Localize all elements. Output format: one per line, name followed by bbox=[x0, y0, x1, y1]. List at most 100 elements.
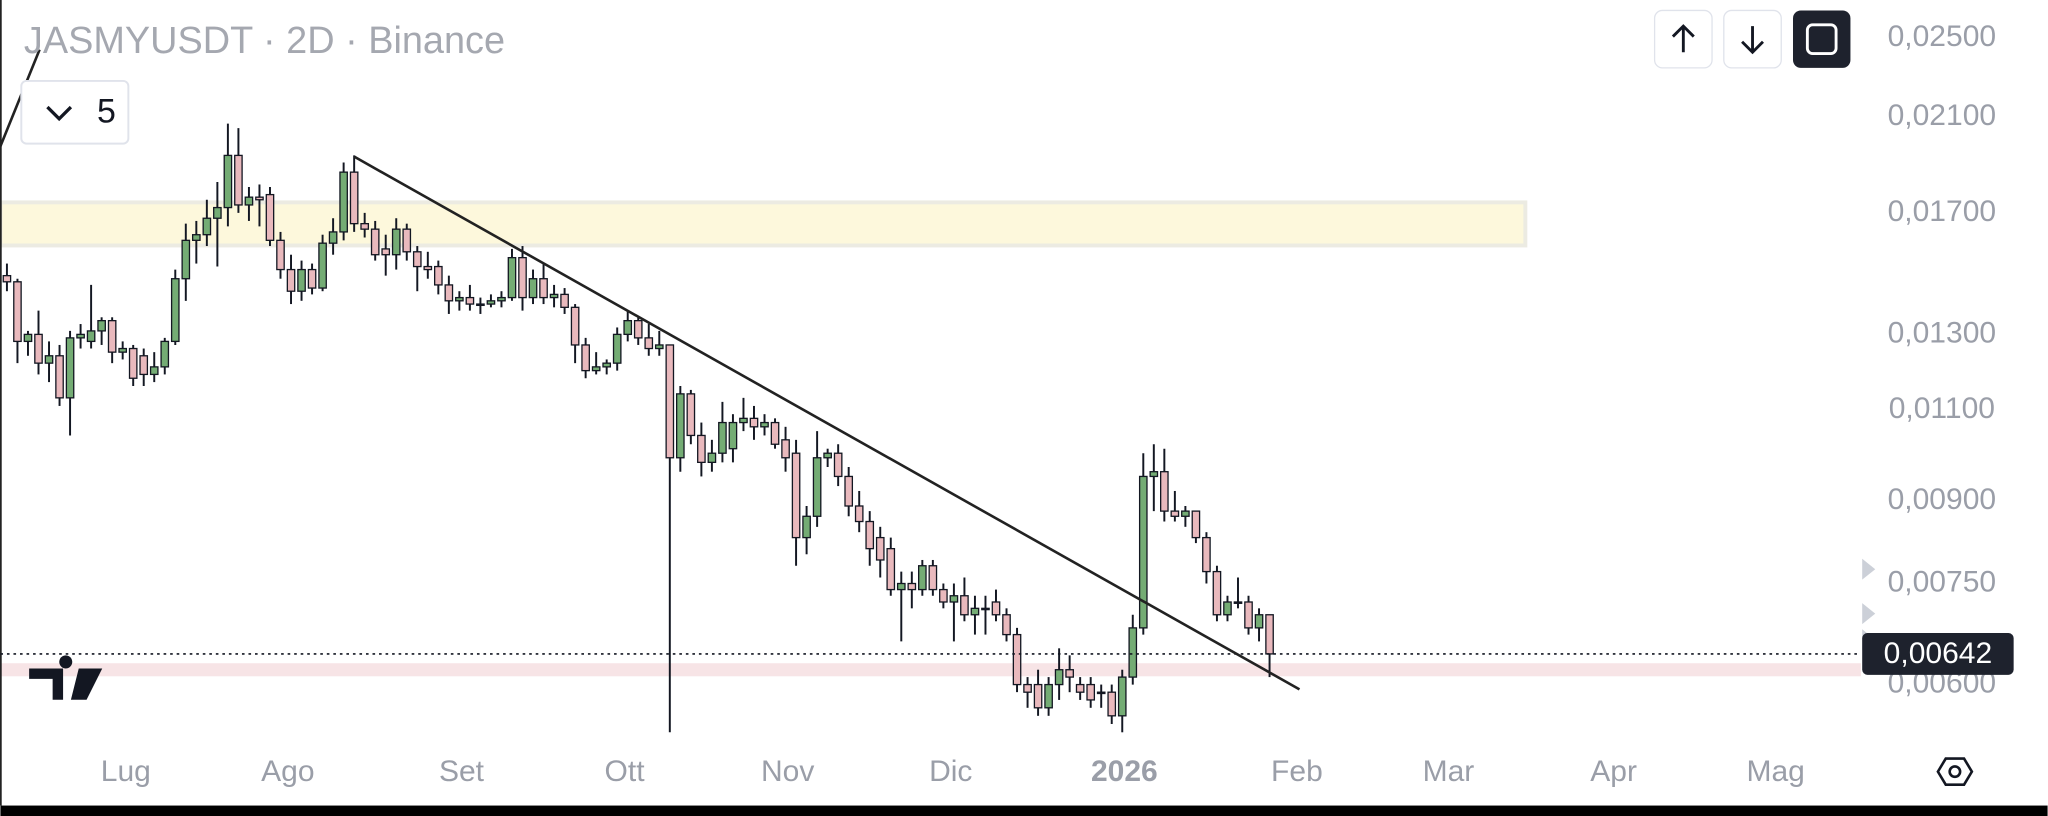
plot-area bbox=[0, 123, 1861, 733]
y-tick-label: 0,00900 bbox=[1888, 483, 1997, 516]
candle-body bbox=[781, 439, 790, 459]
candle-body bbox=[949, 595, 959, 603]
candle-body bbox=[1117, 676, 1127, 717]
candle-body bbox=[560, 293, 569, 308]
candle-body bbox=[970, 607, 980, 616]
x-tick-label: Ott bbox=[605, 755, 646, 788]
candle-body bbox=[581, 344, 590, 372]
x-tick-label: Apr bbox=[1590, 755, 1637, 788]
candle-body bbox=[349, 171, 359, 225]
candle-body bbox=[854, 505, 864, 523]
x-tick-label: Ago bbox=[261, 755, 314, 788]
candle-body bbox=[654, 344, 664, 350]
candle-body bbox=[518, 256, 527, 299]
candle-body bbox=[1202, 536, 1211, 573]
candle-body bbox=[844, 475, 854, 507]
candle-body bbox=[202, 217, 212, 236]
candle-body bbox=[318, 242, 327, 289]
candle-body bbox=[1012, 633, 1022, 686]
candle-body bbox=[1244, 601, 1253, 629]
candle-body bbox=[623, 319, 633, 336]
candle-body bbox=[1054, 669, 1064, 686]
candle-body bbox=[886, 547, 896, 591]
candle-body bbox=[370, 228, 380, 256]
y-tick-label: 0,01300 bbox=[1888, 316, 1997, 349]
candle-body bbox=[170, 278, 180, 343]
candle-body bbox=[1212, 570, 1222, 616]
candle-body bbox=[118, 347, 128, 353]
candle-body bbox=[549, 293, 559, 299]
trend-line bbox=[353, 155, 1301, 691]
candle-body bbox=[1075, 683, 1085, 693]
candle-body bbox=[486, 300, 496, 305]
indicator-count: 5 bbox=[97, 93, 116, 131]
candle-body bbox=[697, 434, 706, 464]
arrow-up-icon bbox=[1671, 24, 1695, 53]
candle-body bbox=[55, 355, 64, 399]
candle-body bbox=[939, 588, 948, 603]
chevron-icon bbox=[46, 105, 73, 122]
candle-body bbox=[444, 284, 454, 302]
candle-body bbox=[476, 303, 485, 307]
candle-body bbox=[1170, 510, 1180, 517]
candle-body bbox=[13, 281, 22, 343]
fullscreen-icon bbox=[1805, 23, 1838, 55]
candle-body bbox=[433, 265, 443, 286]
candle-body bbox=[223, 154, 233, 209]
candle-body bbox=[265, 193, 275, 241]
candle-body bbox=[76, 333, 85, 339]
candle-body bbox=[97, 319, 106, 332]
y-tick-label: 0,01100 bbox=[1889, 392, 1995, 425]
candle-body bbox=[991, 601, 1001, 616]
candle-body bbox=[1233, 601, 1243, 604]
candle-body bbox=[875, 536, 885, 561]
candle-body bbox=[1002, 614, 1011, 636]
candle-body bbox=[128, 347, 138, 379]
candle-body bbox=[570, 306, 580, 346]
y-tick-label: 0,02100 bbox=[1888, 99, 1997, 132]
candle-body bbox=[612, 333, 622, 364]
x-tick-label: Mag bbox=[1746, 755, 1804, 788]
x-tick-label: Nov bbox=[761, 755, 814, 788]
candle-body bbox=[665, 344, 675, 459]
candle-body bbox=[381, 248, 391, 256]
last-price-badge bbox=[1862, 633, 2014, 675]
settings-icon[interactable] bbox=[1936, 757, 1974, 786]
drawn-line bbox=[0, 49, 41, 147]
candle-body bbox=[728, 421, 738, 450]
candle-body bbox=[507, 256, 517, 299]
candle-body bbox=[1023, 683, 1032, 693]
tv-logo bbox=[29, 655, 103, 700]
candle-body bbox=[770, 421, 780, 445]
candle-body bbox=[981, 607, 990, 611]
candle-body bbox=[455, 296, 464, 302]
x-tick-label: Mar bbox=[1423, 755, 1475, 788]
y-tick-label: 0,01700 bbox=[1888, 195, 1997, 228]
candle-body bbox=[1254, 614, 1264, 629]
indicator-toggle[interactable] bbox=[20, 79, 130, 145]
candle-body bbox=[918, 565, 927, 591]
candle-body bbox=[1191, 510, 1201, 539]
candle-body bbox=[307, 268, 317, 289]
candle-body bbox=[465, 296, 475, 305]
settings-icon-center bbox=[1948, 765, 1962, 779]
support-band bbox=[0, 663, 1861, 677]
candle-body bbox=[812, 457, 822, 517]
candle-body bbox=[644, 337, 654, 350]
fullscreen-button[interactable] bbox=[1792, 10, 1851, 68]
candle-body bbox=[149, 366, 159, 376]
x-tick-label: Lug bbox=[101, 755, 151, 788]
chart-title: JASMYUSDT · 2D · Binance bbox=[24, 20, 505, 62]
candle-body bbox=[191, 234, 201, 241]
candle-body bbox=[760, 421, 769, 428]
candle-body bbox=[960, 595, 969, 616]
candle-body bbox=[360, 223, 370, 230]
candle-body bbox=[707, 452, 717, 464]
candle-body bbox=[107, 319, 117, 353]
candle-body bbox=[749, 417, 759, 428]
candle-body bbox=[833, 452, 843, 478]
bottom-bar bbox=[0, 805, 2048, 816]
